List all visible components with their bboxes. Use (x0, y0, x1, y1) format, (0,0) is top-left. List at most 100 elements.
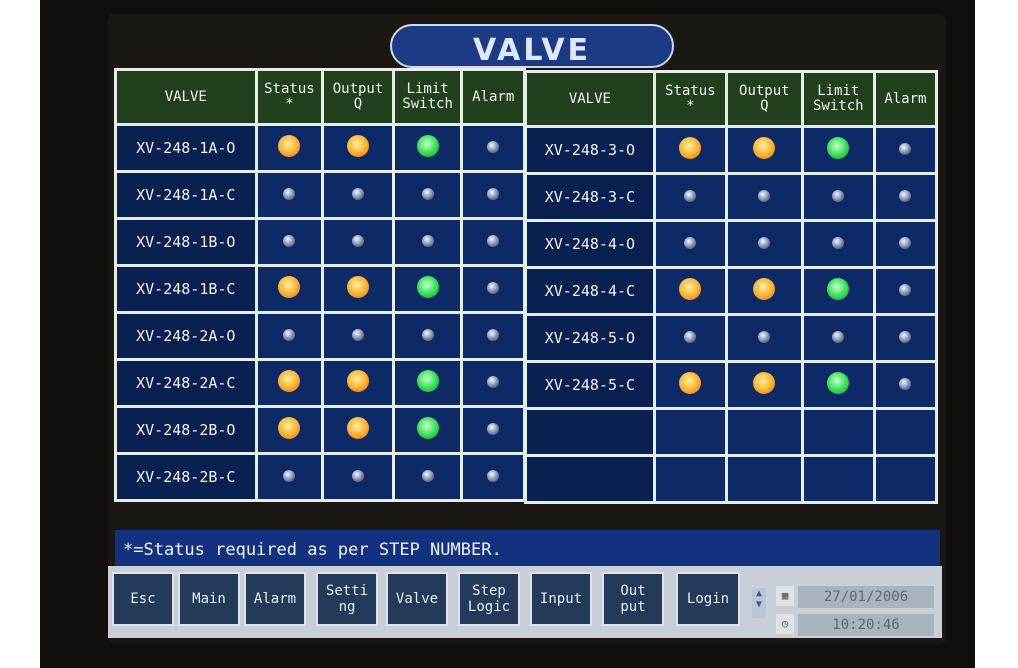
lamp-cell (800, 360, 876, 410)
orange-indicator-lamp-icon (679, 372, 702, 394)
lamp-cell (391, 452, 464, 502)
orange-indicator-lamp-icon (347, 135, 370, 157)
off-indicator-lamp-icon (352, 188, 365, 200)
valve-name: XV-248-1A-C (114, 170, 258, 220)
table-row (524, 454, 939, 504)
off-indicator-lamp-icon (487, 282, 500, 294)
valve-name: XV-248-2A-O (114, 311, 258, 361)
orange-indicator-lamp-icon (753, 137, 776, 159)
column-header: Limit Switch (391, 68, 464, 126)
table-row: XV-248-5-C (524, 360, 939, 410)
nav-button-alarm[interactable]: Alarm (244, 572, 306, 626)
column-header: VALVE (524, 70, 656, 128)
lamp-cell (872, 172, 939, 222)
off-indicator-lamp-icon (487, 376, 500, 388)
valve-table-right: VALVE Status * Output Q Limit Switch Alarm XV… (524, 70, 939, 504)
off-indicator-lamp-icon (899, 331, 912, 343)
lamp-cell (800, 266, 876, 316)
off-indicator-lamp-icon (684, 331, 697, 343)
table-row: XV-248-1A-O (114, 123, 526, 173)
lamp-cell (872, 313, 939, 363)
table-row: XV-248-5-O (524, 313, 939, 363)
lamp-cell (652, 407, 728, 457)
lamp-cell (800, 219, 876, 269)
lamp-cell (724, 219, 804, 269)
lamp-cell (391, 217, 464, 267)
orange-indicator-lamp-icon (347, 370, 370, 392)
valve-name: XV-248-3-O (524, 125, 656, 175)
green-indicator-lamp-icon (416, 135, 439, 157)
off-indicator-lamp-icon (684, 237, 697, 249)
nav-button-steplogic[interactable]: Step Logic (458, 572, 520, 626)
off-indicator-lamp-icon (758, 331, 771, 343)
nav-button-setting[interactable]: Setti ng (316, 572, 378, 626)
table-row: XV-248-4-C (524, 266, 939, 316)
calendar-icon: ▦ (776, 586, 794, 606)
orange-indicator-lamp-icon (679, 278, 702, 300)
lamp-cell (872, 407, 939, 457)
off-indicator-lamp-icon (487, 423, 500, 435)
off-indicator-lamp-icon (352, 235, 365, 247)
orange-indicator-lamp-icon (753, 372, 776, 394)
valve-name (524, 454, 656, 504)
nav-button-input[interactable]: Input (530, 572, 592, 626)
lamp-cell (460, 264, 526, 314)
nav-button-output[interactable]: Out put (602, 572, 664, 626)
lamp-cell (391, 405, 464, 455)
off-indicator-lamp-icon (832, 190, 845, 202)
lamp-cell (652, 266, 728, 316)
off-indicator-lamp-icon (758, 237, 771, 249)
green-indicator-lamp-icon (827, 278, 850, 300)
scroll-arrows-icon[interactable]: ▲ ▼ (752, 588, 766, 618)
orange-indicator-lamp-icon (753, 278, 776, 300)
off-indicator-lamp-icon (832, 331, 845, 343)
lamp-cell (724, 266, 804, 316)
nav-button-valve[interactable]: Valve (386, 572, 448, 626)
green-indicator-lamp-icon (827, 137, 850, 159)
valve-name: XV-248-3-C (524, 172, 656, 222)
lamp-cell (391, 358, 464, 408)
header-row: VALVE Status * Output Q Limit Switch Alarm (114, 68, 526, 126)
table-row: XV-248-3-O (524, 125, 939, 175)
lamp-cell (872, 266, 939, 316)
orange-indicator-lamp-icon (347, 276, 370, 298)
table-row: XV-248-2B-C (114, 452, 526, 502)
valve-name: XV-248-4-O (524, 219, 656, 269)
off-indicator-lamp-icon (352, 470, 365, 482)
lamp-cell (800, 454, 876, 504)
off-indicator-lamp-icon (487, 329, 500, 341)
table-row: XV-248-1B-C (114, 264, 526, 314)
green-indicator-lamp-icon (416, 417, 439, 439)
lamp-cell (391, 170, 464, 220)
lamp-cell (800, 172, 876, 222)
orange-indicator-lamp-icon (278, 417, 301, 439)
orange-indicator-lamp-icon (679, 137, 702, 159)
nav-button-esc[interactable]: Esc (112, 572, 174, 626)
nav-button-main[interactable]: Main (178, 572, 240, 626)
lamp-cell (872, 219, 939, 269)
time-display: 10:20:46 (798, 614, 934, 636)
lamp-cell (321, 452, 395, 502)
lamp-cell (254, 123, 325, 173)
lamp-cell (254, 217, 325, 267)
nav-button-login[interactable]: Login (676, 572, 740, 626)
column-header: VALVE (114, 68, 258, 126)
lamp-cell (321, 217, 395, 267)
table-row: XV-248-2B-O (114, 405, 526, 455)
off-indicator-lamp-icon (899, 284, 912, 296)
lamp-cell (391, 264, 464, 314)
off-indicator-lamp-icon (421, 470, 434, 482)
off-indicator-lamp-icon (487, 188, 500, 200)
off-indicator-lamp-icon (832, 237, 845, 249)
column-header: Alarm (460, 68, 526, 126)
lamp-cell (460, 217, 526, 267)
valve-name: XV-248-2B-O (114, 405, 258, 455)
valve-name: XV-248-4-C (524, 266, 656, 316)
lamp-cell (652, 219, 728, 269)
lamp-cell (652, 313, 728, 363)
column-header: Alarm (872, 70, 939, 128)
lamp-cell (254, 264, 325, 314)
off-indicator-lamp-icon (283, 235, 296, 247)
footnote: *=Status required as per STEP NUMBER. (115, 530, 940, 566)
lamp-cell (254, 358, 325, 408)
